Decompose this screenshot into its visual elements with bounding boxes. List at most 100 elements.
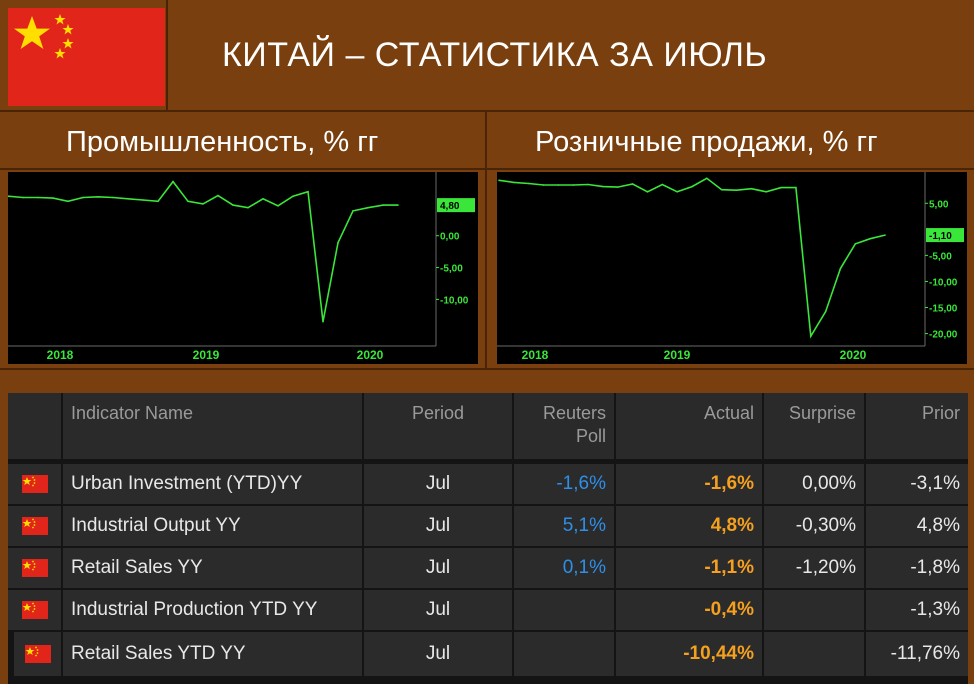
row-surprise: -0,30% <box>764 506 864 546</box>
china-flag-icon <box>21 601 48 619</box>
row-prior: -1,8% <box>866 548 968 588</box>
retail-data-point <box>661 183 664 186</box>
retail-data-point <box>706 177 708 180</box>
retail-data-point <box>809 335 812 337</box>
row-indicator-name: Industrial Production YTD YY <box>63 590 362 630</box>
china-flag-icon <box>21 517 48 535</box>
industry-data-point <box>97 196 99 198</box>
row-period: Jul <box>364 590 512 630</box>
retail-data-point <box>884 234 886 236</box>
industry-data-point <box>397 204 399 206</box>
row-flag-cell <box>8 548 61 588</box>
row-period: Jul <box>364 506 512 546</box>
retail-data-point <box>735 189 738 192</box>
retail-data-point <box>587 183 589 186</box>
flag-small-star <box>62 38 74 49</box>
header-poll-line1: Reuters <box>542 403 606 423</box>
retail-data-point <box>691 185 693 188</box>
industry-y-tick-label: 0,00 <box>440 232 460 243</box>
retail-data-point <box>765 191 768 193</box>
row-period: Jul <box>364 464 512 504</box>
row-actual: -0,4% <box>616 590 762 630</box>
row-poll: 0,1% <box>514 548 614 588</box>
header-poll-line2: Poll <box>575 426 606 446</box>
table-row: Retail Sales YY Jul 0,1% -1,1% -1,20% -1,8% <box>8 548 968 588</box>
china-flag-icon <box>21 559 48 577</box>
industry-y-tick-label: -5,00 <box>440 264 463 275</box>
row-indicator-name: Retail Sales YTD YY <box>63 632 362 676</box>
header-prior: Prior <box>866 393 968 459</box>
retail-data-point <box>780 186 782 189</box>
industry-data-point <box>307 190 309 193</box>
flag-small-star <box>62 24 74 35</box>
industry-data-point <box>337 241 339 244</box>
retail-x-tick-label: 2019 <box>664 348 691 362</box>
header-flag-box <box>0 0 168 112</box>
retail-data-point <box>795 186 797 189</box>
header-period: Period <box>364 393 512 459</box>
header-indicator: Indicator Name <box>63 393 362 459</box>
row-period: Jul <box>364 548 512 588</box>
industry-data-point <box>157 200 159 203</box>
flag-small-star <box>54 14 66 25</box>
retail-data-point <box>676 191 678 193</box>
industry-data-point <box>232 204 234 206</box>
retail-data-point <box>750 187 753 190</box>
industry-x-tick-label: 2020 <box>357 348 384 362</box>
industry-data-point <box>8 195 9 198</box>
retail-x-tick-label: 2018 <box>522 348 549 362</box>
row-flag-cell <box>8 590 61 630</box>
china-flag-stars <box>14 14 74 59</box>
table-row: Urban Investment (YTD)YY Jul -1,6% -1,6% 0,0… <box>8 464 968 504</box>
table-row: Retail Sales YTD YY Jul -10,44% -11,76% <box>8 632 968 676</box>
retail-last-value-label: -1,10 <box>929 231 952 242</box>
row-prior: -3,1% <box>866 464 968 504</box>
industry-data-point <box>37 196 39 199</box>
industry-data-point <box>82 196 84 199</box>
row-prior: -11,76% <box>866 632 968 676</box>
row-actual: -10,44% <box>616 632 762 676</box>
row-indicator-name: Urban Investment (YTD)YY <box>63 464 362 504</box>
industry-data-point <box>262 197 264 200</box>
industry-data-point <box>172 180 174 183</box>
industry-data-point <box>127 197 129 200</box>
industry-data-point <box>382 204 384 206</box>
industry-data-point <box>142 199 144 201</box>
china-flag-icon <box>24 645 51 663</box>
retail-data-point <box>498 179 500 182</box>
section-divider-horizontal-bottom <box>0 368 974 370</box>
industry-data-point <box>202 203 204 205</box>
page-title: КИТАЙ – СТАТИСТИКА ЗА ИЮЛЬ <box>222 36 768 74</box>
retail-chart: 5,00 -5,00 -10,00 -15,00 -20,00 2018 2019 2020 -… <box>497 172 967 364</box>
retail-data-point <box>542 184 545 186</box>
industry-chart: 0,00 -5,00 -10,00 2018 2019 2020 4,80 <box>8 172 478 364</box>
retail-y-tick-label: -15,00 <box>929 304 958 315</box>
table-row: Industrial Output YY Jul 5,1% 4,8% -0,30% 4,8… <box>8 506 968 546</box>
row-surprise <box>764 632 864 676</box>
header-title-box: КИТАЙ – СТАТИСТИКА ЗА ИЮЛЬ <box>168 0 974 112</box>
row-indicator-name: Industrial Output YY <box>63 506 362 546</box>
retail-y-tick-label: -10,00 <box>929 277 958 288</box>
indicators-table: Indicator Name Period Reuters Poll Actua… <box>8 393 968 684</box>
retail-data-point <box>646 191 649 193</box>
retail-data-point <box>513 181 515 184</box>
header-actual: Actual <box>616 393 762 459</box>
flag-big-star <box>14 16 50 49</box>
row-period: Jul <box>364 632 512 676</box>
retail-data-point <box>572 184 575 186</box>
flag-small-star <box>54 48 66 59</box>
header-flag-cell <box>8 393 61 459</box>
row-actual: -1,6% <box>616 464 762 504</box>
industry-data-point <box>322 320 324 323</box>
retail-y-tick-label: -5,00 <box>929 251 952 262</box>
industry-data-point <box>292 195 294 198</box>
row-prior: 4,8% <box>866 506 968 546</box>
chart-title-retail: Розничные продажи, % гг <box>535 126 878 158</box>
row-poll <box>514 632 614 676</box>
row-flag-cell <box>8 464 61 504</box>
industry-data-point <box>247 206 249 209</box>
industry-x-tick-label: 2018 <box>47 348 74 362</box>
table-row: Industrial Production YTD YY Jul -0,4% -1,3… <box>8 590 968 630</box>
industry-data-point <box>52 197 54 199</box>
retail-data-point <box>557 184 560 186</box>
